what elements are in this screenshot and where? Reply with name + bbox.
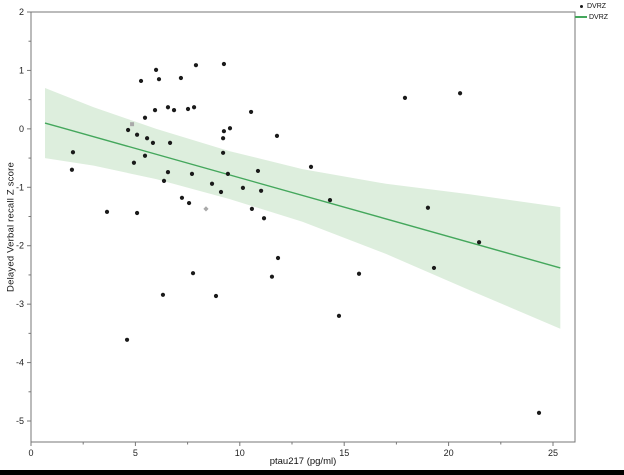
- data-point: [356, 271, 362, 276]
- x-tick-label: 15: [339, 448, 349, 458]
- data-point: [255, 168, 261, 174]
- data-point: [171, 108, 177, 113]
- data-point: [227, 126, 233, 131]
- data-point: [218, 189, 224, 195]
- legend-label: DVRZ: [587, 2, 607, 10]
- data-point: [138, 78, 144, 84]
- data-point: [221, 129, 227, 134]
- data-point: [402, 95, 408, 100]
- data-point: [221, 61, 227, 67]
- data-point: [165, 105, 171, 110]
- y-tick-label: -3: [16, 299, 24, 309]
- y-tick-label: 0: [19, 124, 24, 134]
- data-point: [193, 63, 199, 68]
- data-point: [269, 274, 275, 279]
- legend-item-fit-line: DVRZ: [575, 12, 608, 22]
- y-tick-label: 2: [19, 7, 24, 17]
- data-point: [153, 67, 159, 72]
- data-point: [142, 153, 148, 158]
- regression-line: [44, 122, 561, 269]
- data-point: [274, 133, 280, 138]
- data-point: [275, 255, 281, 261]
- data-point: [69, 167, 75, 172]
- fit-line-icon: [575, 16, 587, 18]
- data-point: [186, 200, 192, 206]
- y-tick-label: -2: [16, 241, 24, 251]
- x-tick-label: 25: [548, 448, 558, 458]
- data-point: [124, 337, 130, 342]
- x-tick-label: 20: [444, 448, 454, 458]
- data-point: [220, 136, 226, 141]
- data-point: [104, 209, 110, 214]
- confidence-band: [44, 87, 561, 329]
- legend: DVRZ DVRZ: [575, 1, 608, 22]
- data-point: [179, 195, 185, 200]
- data-point: [220, 150, 226, 155]
- y-tick-label: -5: [16, 416, 24, 426]
- data-point: [189, 171, 195, 176]
- data-point: [249, 206, 255, 212]
- data-point: [152, 108, 158, 113]
- data-point: [213, 293, 219, 299]
- legend-item-scatter: DVRZ: [575, 1, 608, 11]
- data-point: [161, 178, 167, 183]
- data-point: [457, 91, 463, 96]
- y-tick-label: 1: [19, 65, 24, 75]
- legend-label: DVRZ: [589, 13, 609, 21]
- data-point: [261, 216, 267, 221]
- x-tick-label: 5: [133, 448, 138, 458]
- data-point: [476, 240, 482, 245]
- data-point: [308, 164, 314, 169]
- data-point: [185, 106, 191, 112]
- data-point: [134, 210, 140, 216]
- data-point: [431, 265, 437, 271]
- scatter-dot-icon: [580, 4, 583, 8]
- data-point: [134, 132, 140, 137]
- data-point: [240, 185, 246, 190]
- data-point: [248, 109, 254, 115]
- data-point: [536, 410, 542, 415]
- data-point: [327, 198, 333, 203]
- data-point: [191, 105, 197, 110]
- data-point: [142, 115, 148, 120]
- data-point: [70, 150, 76, 155]
- window-bottom-border: [0, 470, 624, 475]
- data-point: [160, 292, 166, 297]
- data-point: [150, 140, 156, 145]
- x-axis-title: ptau217 (pg/ml): [269, 456, 337, 467]
- data-point: [125, 127, 131, 133]
- data-point: [425, 205, 431, 210]
- data-point: [258, 188, 264, 193]
- data-point: [156, 77, 162, 82]
- y-axis-title: Delayed Verbal recall Z score: [5, 162, 17, 292]
- data-point: [225, 171, 230, 176]
- y-tick-label: -4: [16, 358, 24, 368]
- data-point-gray: [130, 122, 135, 127]
- data-point: [131, 160, 137, 165]
- data-point: [209, 181, 215, 186]
- data-point: [167, 140, 173, 145]
- data-point-gray: [203, 206, 209, 212]
- data-point: [178, 75, 184, 81]
- data-point: [144, 136, 150, 141]
- plot-frame: [30, 11, 576, 443]
- data-point: [190, 271, 196, 276]
- data-point: [336, 313, 342, 318]
- x-tick-label: 0: [28, 448, 33, 458]
- x-tick-label: 10: [235, 448, 245, 458]
- data-point: [165, 169, 171, 175]
- y-tick-label: -1: [16, 182, 24, 192]
